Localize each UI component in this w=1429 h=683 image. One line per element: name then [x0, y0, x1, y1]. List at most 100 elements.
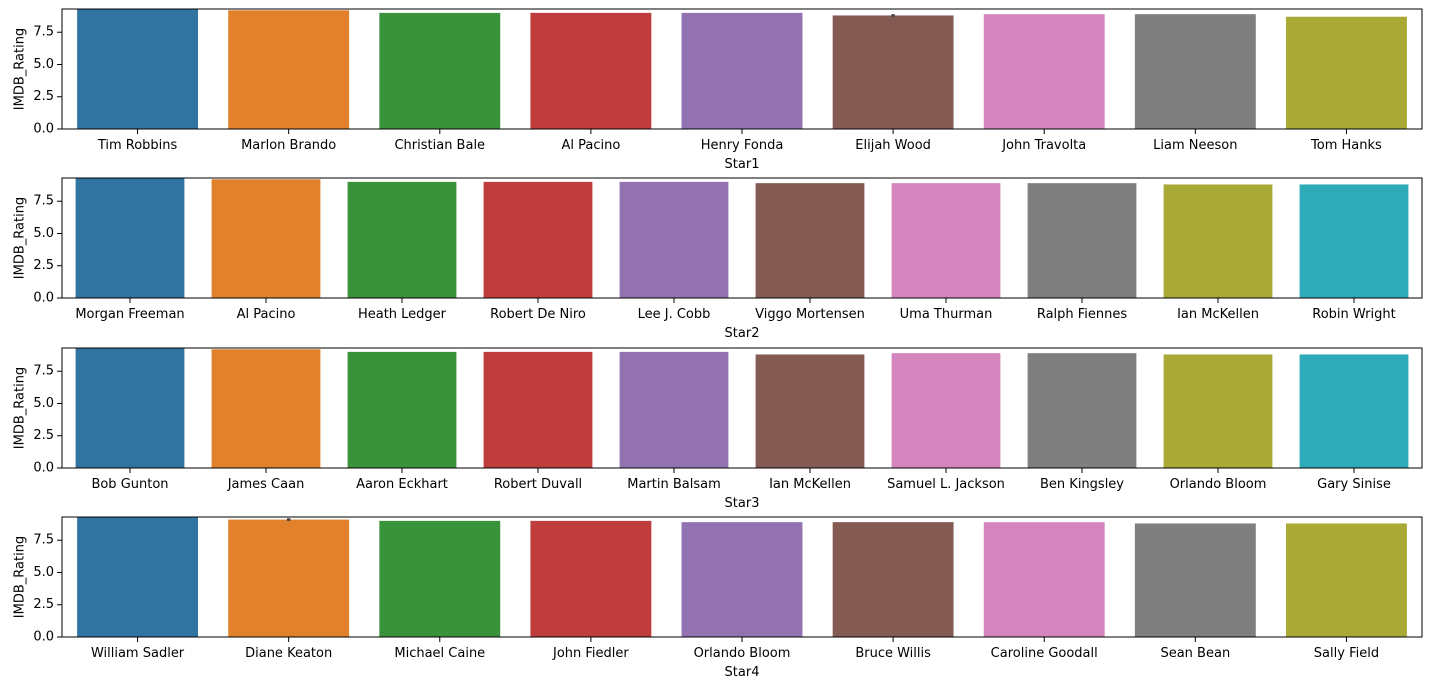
chart-4-xtick-label-6: Bruce Willis [855, 646, 931, 661]
chart-2-bar-9 [1163, 184, 1273, 298]
chart-4-xtick-label-8: Sean Bean [1160, 646, 1230, 661]
chart-1-ytick-label-4: 7.5 [33, 25, 54, 40]
chart-4-xtick-label-9: Sally Field [1314, 646, 1379, 661]
chart-3-bar-4 [483, 351, 593, 468]
chart-4-bar-6 [832, 522, 954, 637]
chart-3-bar-8 [1027, 353, 1137, 468]
chart-3-axes-frame [61, 347, 1423, 469]
chart-1-ytick-label-3: 5.0 [33, 57, 54, 72]
chart-3-xtick-label-9: Orlando Bloom [1170, 477, 1267, 492]
chart-4-xtick-label-7: Caroline Goodall [991, 646, 1098, 661]
chart-2-xtick-label-8: Ralph Fiennes [1037, 307, 1128, 322]
chart-1-xtick-label-2: Marlon Brando [241, 138, 336, 153]
chart-3-xtick-label-3: Aaron Eckhart [356, 477, 448, 492]
chart-4-bar-7 [983, 522, 1105, 637]
chart-3-xtick-label-4: Robert Duvall [494, 477, 582, 492]
chart-4-y-axis-label: IMDB_Rating [13, 536, 28, 618]
chart-1-x-axis-label: Star1 [725, 157, 760, 172]
chart-2-ytick-label-4: 7.5 [33, 194, 54, 209]
chart-2-y-axis-label: IMDB_Rating [13, 197, 28, 279]
chart-2-ytick-label-1: 0.0 [33, 291, 54, 306]
chart-1-ytick-label-2: 2.5 [33, 89, 54, 104]
chart-4-xtick-label-2: Diane Keaton [245, 646, 332, 661]
chart-4-ytick-label-4: 7.5 [33, 533, 54, 548]
chart-2-bar-7 [891, 183, 1001, 298]
chart-4-bar-4 [530, 520, 652, 637]
chart-1-xtick-label-9: Tom Hanks [1310, 138, 1382, 153]
chart-3-xtick-label-8: Ben Kingsley [1040, 477, 1124, 492]
chart-2-xtick-label-10: Robin Wright [1312, 307, 1395, 322]
chart-3-bar-1 [75, 348, 185, 468]
chart-3-y-axis-label: IMDB_Rating [13, 367, 28, 449]
chart-2-bar-6 [755, 183, 865, 298]
chart-3-xtick-label-1: Bob Gunton [91, 477, 168, 492]
chart-2-ytick-label-3: 5.0 [33, 226, 54, 241]
chart-2-xtick-label-3: Heath Ledger [358, 307, 447, 322]
chart-2-bar-10 [1299, 184, 1409, 298]
chart-2-bar-3 [347, 181, 457, 298]
chart-4-xtick-label-1: William Sadler [91, 646, 185, 661]
chart-4-bar-9 [1286, 523, 1407, 637]
chart-2-xtick-label-7: Uma Thurman [900, 307, 993, 322]
chart-1-xtick-label-5: Henry Fonda [701, 138, 784, 153]
chart-4-bar-5 [681, 522, 803, 637]
chart-3-xtick-label-7: Samuel L. Jackson [887, 477, 1005, 492]
chart-1-xtick-label-8: Liam Neeson [1153, 138, 1237, 153]
chart-3-ytick-label-3: 5.0 [33, 396, 54, 411]
chart-3-bar-2 [211, 349, 321, 468]
chart-2-bar-5 [619, 181, 729, 298]
chart-2-bar-4 [483, 181, 593, 298]
chart-4-xtick-label-4: John Fiedler [552, 646, 629, 661]
chart-1-bar-4 [530, 12, 652, 129]
chart-3-bar-5 [619, 351, 729, 468]
chart-2-xtick-label-9: Ian McKellen [1177, 307, 1259, 322]
chart-4-ytick-label-1: 0.0 [33, 630, 54, 645]
chart-3-bar-7 [891, 353, 1001, 468]
chart-1-xtick-label-1: Tim Robbins [97, 138, 178, 153]
chart-2-xtick-label-4: Robert De Niro [490, 307, 586, 322]
chart-4-xtick-label-5: Orlando Bloom [694, 646, 791, 661]
chart-4-bar-1 [77, 517, 198, 637]
chart-3-x-axis-label: Star3 [725, 496, 760, 511]
chart-2-bar-2 [211, 179, 321, 298]
chart-1-bar-3 [379, 12, 501, 129]
chart-3-xtick-label-2: James Caan [227, 477, 305, 492]
chart-4-ytick-label-3: 5.0 [33, 565, 54, 580]
chart-4-x-axis-label: Star4 [725, 665, 760, 680]
chart-3-ytick-label-1: 0.0 [33, 461, 54, 476]
chart-2-x-axis-label: Star2 [725, 326, 760, 341]
chart-3-bar-3 [347, 351, 457, 468]
chart-1-bar-8 [1134, 14, 1256, 129]
chart-4-bar-2 [228, 519, 350, 637]
chart-3-ytick-label-2: 2.5 [33, 428, 54, 443]
chart-3-xtick-label-5: Martin Balsam [627, 477, 721, 492]
chart-1-bar-7 [983, 14, 1105, 129]
chart-1-xtick-label-7: John Travolta [1001, 138, 1086, 153]
chart-1-y-axis-label: IMDB_Rating [13, 28, 28, 110]
chart-4-bar-3 [379, 520, 501, 637]
chart-3-bar-10 [1299, 354, 1409, 468]
chart-2-bar-8 [1027, 183, 1137, 298]
chart-3-bar-9 [1163, 354, 1273, 468]
chart-3-bar-6 [755, 354, 865, 468]
chart-2-xtick-label-2: Al Pacino [237, 307, 296, 322]
chart-3-ytick-label-4: 7.5 [33, 364, 54, 379]
chart-1-bar-5 [681, 12, 803, 129]
chart-2-ytick-label-2: 2.5 [33, 258, 54, 273]
chart-1-xtick-label-4: Al Pacino [561, 138, 620, 153]
chart-1-ytick-label-1: 0.0 [33, 122, 54, 137]
chart-4-bar-8 [1134, 523, 1256, 637]
chart-1-bar-6 [832, 15, 954, 129]
chart-3-xtick-label-6: Ian McKellen [769, 477, 851, 492]
chart-2-xtick-label-6: Viggo Mortensen [755, 307, 865, 322]
chart-4-xtick-label-3: Michael Caine [394, 646, 485, 661]
chart-2-xtick-label-1: Morgan Freeman [75, 307, 184, 322]
chart-2-xtick-label-5: Lee J. Cobb [638, 307, 711, 322]
chart-4-ytick-label-2: 2.5 [33, 597, 54, 612]
chart-2-bar-1 [75, 178, 185, 298]
chart-3-xtick-label-10: Gary Sinise [1317, 477, 1391, 492]
chart-1-bar-2 [228, 10, 350, 130]
chart-2-axes-frame [61, 177, 1423, 299]
chart-1-xtick-label-3: Christian Bale [394, 138, 485, 153]
